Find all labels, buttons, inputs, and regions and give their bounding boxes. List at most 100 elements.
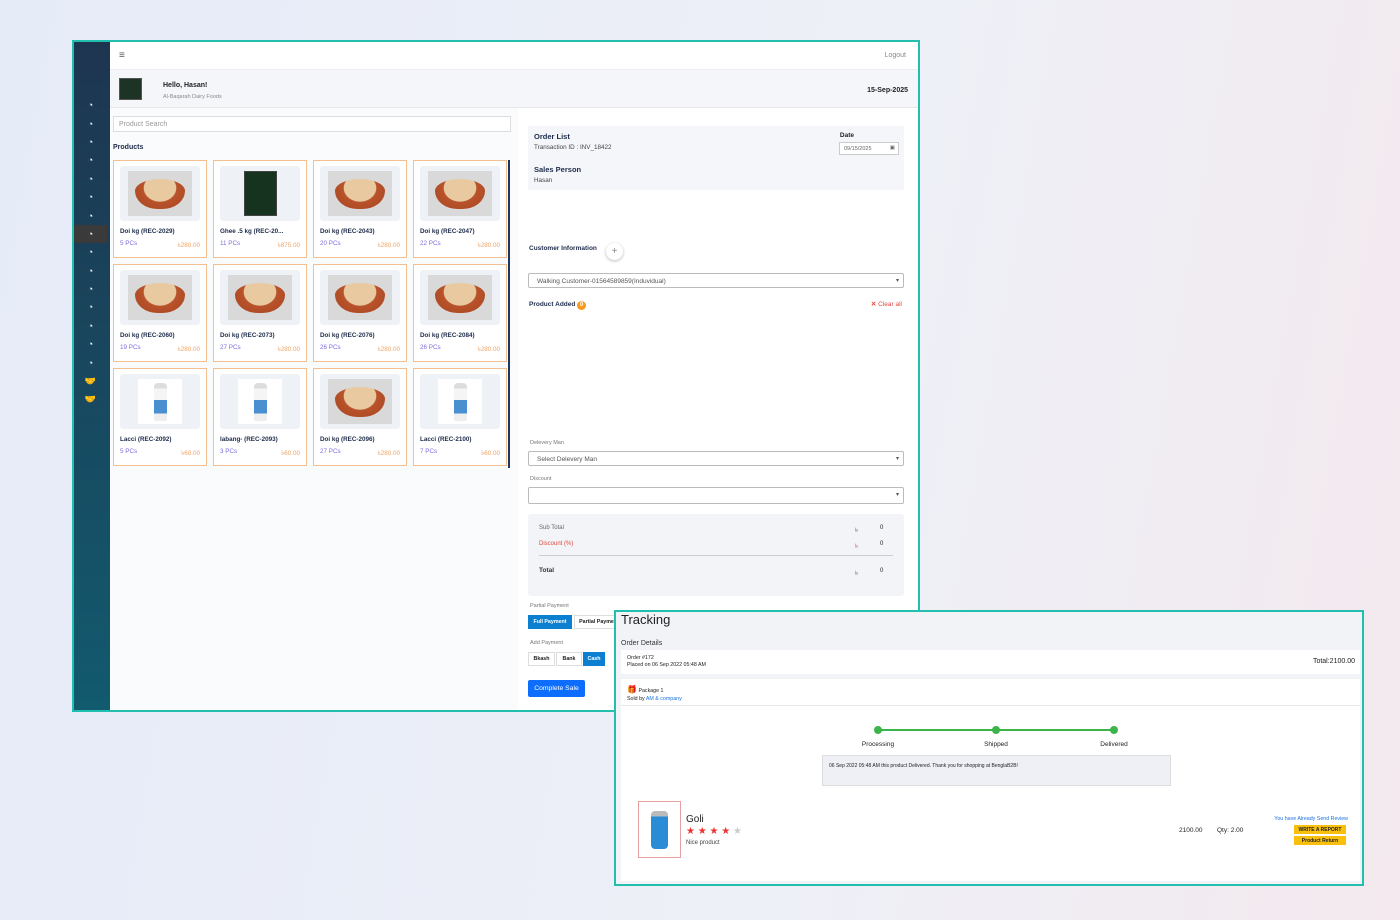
products-title: Products [113,144,144,151]
partial-payment-button[interactable]: Partial Payment [574,615,624,629]
star-icon: ★ [709,826,722,837]
sidebar-item-9[interactable]: ◔ [74,262,107,280]
bank-button[interactable]: Bank [556,652,582,666]
product-image [420,166,500,221]
add-customer-button[interactable]: + [606,243,623,260]
sidebar-item-3[interactable]: ◔ [74,151,107,169]
star-icon: ★ [697,826,710,837]
order-total: Total:2100.00 [1312,658,1355,665]
product-price: ৳280.00 [377,450,400,457]
dashboard-icon: ◔ [87,192,94,203]
full-payment-button[interactable]: Full Payment [528,615,572,629]
customer-select[interactable]: Walking Customer-01564589859(Induvidual) [528,273,904,288]
date-value: 09/15/2025 [844,146,872,152]
date-input[interactable]: 09/15/2025 ▣ [839,142,899,155]
sidebar-item-0[interactable]: ◔ [74,96,107,114]
product-price: ৳280.00 [177,346,200,353]
clear-all-label: Clear all [878,301,902,308]
product-image [320,166,400,221]
sidebar-item-6[interactable]: ◔ [74,206,107,224]
product-image [120,374,200,429]
product-card[interactable]: Doi kg (REC-2096) 27 PCs ৳280.00 [313,368,407,466]
scrollbar[interactable] [508,160,510,468]
customer-value: Walking Customer-01564589859(Induvidual) [537,278,666,285]
seller-link[interactable]: AM & company [645,696,682,702]
sidebar-item-5[interactable]: ◔ [74,188,107,206]
discount-currency: ৳ [855,544,858,550]
logout-link[interactable]: Logout [884,52,906,59]
product-image [420,270,500,325]
discount-input[interactable] [528,487,904,504]
step-dot [1110,726,1118,734]
clear-all-button[interactable]: ✕ Clear all [871,300,902,308]
product-search-input[interactable]: Product Search [113,116,511,132]
product-name: Doi kg (REC-2043) [320,228,375,235]
product-card[interactable]: Doi kg (REC-2043) 20 PCs ৳280.00 [313,160,407,258]
sidebar-item-1[interactable]: ◔ [74,114,107,132]
product-card[interactable]: Doi kg (REC-2084) 26 PCs ৳280.00 [413,264,507,362]
order-summary: Order List Transaction ID : INV_18422 Sa… [528,126,904,190]
product-name: Doi kg (REC-2029) [120,228,175,235]
totals-box: Sub Total ৳ 0 Discount (%) ৳ 0 Total ৳ 0 [528,514,904,596]
product-card[interactable]: Lacci (REC-2092) 5 PCs ৳60.00 [113,368,207,466]
cash-button[interactable]: Cash [583,652,605,666]
sidebar-item-2[interactable]: ◔ [74,133,107,151]
product-card[interactable]: Doi kg (REC-2073) 27 PCs ৳280.00 [213,264,307,362]
hamburger-icon[interactable]: ≡ [119,50,125,61]
product-card[interactable]: labang- (REC-2093) 3 PCs ৳60.00 [213,368,307,466]
sold-by: Sold by AM & company [627,696,682,702]
add-payment-label: Add Payment [530,640,564,646]
product-qty: Qty: 2.00 [1217,827,1244,834]
step-label: Delivered [1100,741,1128,748]
review-sent-link[interactable]: You have Already Send Review [1274,816,1348,822]
product-price: ৳280.00 [277,346,300,353]
greeting-bar: Hello, Hasan! Al-Baqarah Dairy Foods 15-… [110,70,918,108]
total-value: 0 [880,568,884,574]
subtotal-value: 0 [880,525,884,531]
product-name: labang- (REC-2093) [220,436,278,443]
sidebar-item-8[interactable]: ◔ [74,243,107,261]
product-card[interactable]: Doi kg (REC-2047) 22 PCs ৳280.00 [413,160,507,258]
product-card[interactable]: Doi kg (REC-2076) 26 PCs ৳280.00 [313,264,407,362]
write-report-button[interactable]: WRITE A REPORT [1294,825,1346,834]
discount-label: Discount [530,476,552,482]
product-added-text: Product Added [529,301,576,308]
order-details-title: Order Details [621,640,663,647]
step-label: Processing [861,741,895,748]
product-price: ৳280.00 [377,346,400,353]
delivery-man-label: Delevery Man [530,440,564,446]
sidebar-item-11[interactable]: ◔ [74,298,107,316]
sidebar-item-10[interactable]: ◔ [74,280,107,298]
divider [539,555,893,556]
order-header: Order #172 Placed on 06 Sep 2022 05:48 A… [621,650,1360,674]
sales-person: Hasan [534,177,553,184]
bkash-button[interactable]: Bkash [528,652,555,666]
sold-by-label: Sold by [627,696,645,702]
delivery-man-select[interactable]: Select Delevery Man [528,451,904,466]
product-card[interactable]: Lacci (REC-2100) 7 PCs ৳60.00 [413,368,507,466]
sidebar-item-4[interactable]: ◔ [74,170,107,188]
product-price: ৳60.00 [481,450,500,457]
product-image [120,166,200,221]
products-panel: Product Search Products Doi kg (REC-2029… [110,108,518,710]
company-name: Al-Baqarah Dairy Foods [163,94,222,100]
complete-sale-button[interactable]: Complete Sale [528,680,585,697]
product-return-button[interactable]: Product Return [1294,836,1346,845]
current-date: 15-Sep-2025 [867,87,908,94]
product-review: Nice product [686,840,720,846]
product-stock: 3 PCs [220,448,238,455]
product-card[interactable]: Doi kg (REC-2029) 5 PCs ৳280.00 [113,160,207,258]
product-name: Doi kg (REC-2047) [420,228,475,235]
sidebar-item-7[interactable]: ◔ [74,224,107,244]
calendar-icon[interactable]: ▣ [889,145,895,151]
sidebar-item-13[interactable]: ◔ [74,335,107,353]
sidebar-item-12[interactable]: ◔ [74,317,107,335]
product-card[interactable]: Ghee .5 kg (REC-20... 11 PCs ৳875.00 [213,160,307,258]
product-stock: 19 PCs [120,344,141,351]
product-card[interactable]: Doi kg (REC-2060) 19 PCs ৳280.00 [113,264,207,362]
dashboard-icon: ◔ [87,339,94,350]
sidebar-item-16[interactable]: 🤝 [74,390,107,408]
sidebar-item-14[interactable]: ◔ [74,353,107,371]
sidebar-item-15[interactable]: 🤝 [74,372,107,390]
greeting: Hello, Hasan! [163,82,208,89]
